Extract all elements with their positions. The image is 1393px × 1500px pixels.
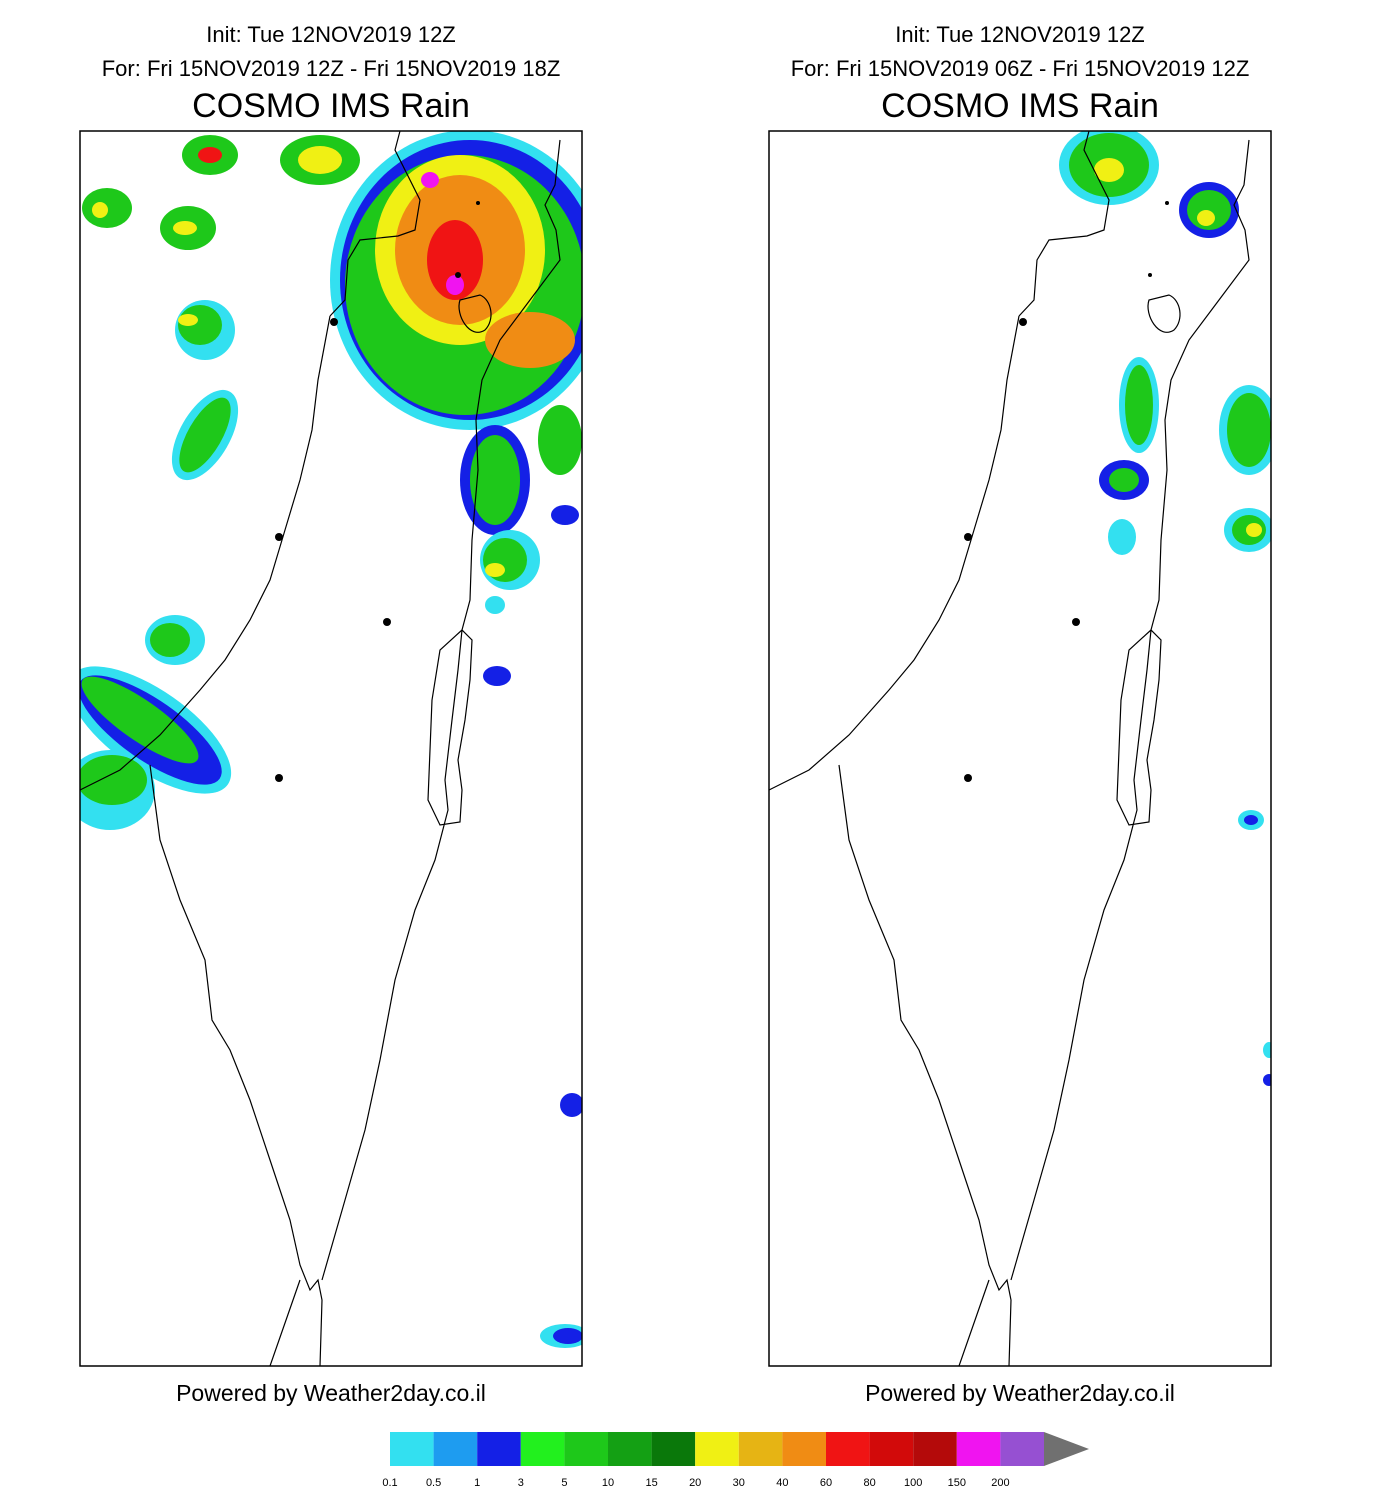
footer: Powered by Weather2day.co.il bbox=[865, 1380, 1175, 1406]
country-outline bbox=[769, 131, 1250, 1366]
cities bbox=[964, 201, 1169, 782]
cities bbox=[275, 201, 480, 782]
legend-swatch bbox=[390, 1432, 434, 1466]
map-frame bbox=[79, 130, 583, 1367]
map-frame bbox=[768, 130, 1272, 1367]
legend-swatch bbox=[826, 1432, 870, 1466]
map-title: COSMO IMS Rain bbox=[192, 87, 470, 125]
init-text: Init: Tue 12NOV2019 12Z bbox=[206, 22, 456, 47]
legend-swatch bbox=[738, 1432, 783, 1466]
legend-tick-label: 15 bbox=[645, 1477, 657, 1489]
rain-field bbox=[80, 131, 582, 1348]
legend-tick-label: 150 bbox=[948, 1477, 966, 1489]
legend-swatch bbox=[913, 1432, 957, 1466]
legend-tick-label: 3 bbox=[518, 1477, 524, 1489]
footer: Powered by Weather2day.co.il bbox=[176, 1380, 486, 1406]
legend-swatch bbox=[956, 1432, 1001, 1466]
legend-tick-label: 20 bbox=[689, 1477, 701, 1489]
color-legend: 0.1 0.5 1 3 5 10 15 20 30 40 60 80 100 150 200 bbox=[382, 1432, 1089, 1489]
valid-text: For: Fri 15NOV2019 12Z - Fri 15NOV2019 1… bbox=[102, 56, 561, 81]
legend-swatch bbox=[869, 1432, 914, 1466]
legend-tick-label: 80 bbox=[863, 1477, 875, 1489]
legend-tick-label: 60 bbox=[820, 1477, 832, 1489]
legend-swatch bbox=[695, 1432, 739, 1466]
legend-tick-label: 30 bbox=[733, 1477, 745, 1489]
legend-tick-label: 40 bbox=[776, 1477, 788, 1489]
legend-tick-label: 0.5 bbox=[426, 1477, 441, 1489]
init-text: Init: Tue 12NOV2019 12Z bbox=[895, 22, 1145, 47]
panel-2: Init: Tue 12NOV2019 12Z For: Fri 15NOV20… bbox=[768, 22, 1272, 1406]
legend-tick-label: 100 bbox=[904, 1477, 922, 1489]
legend-arrow bbox=[1044, 1432, 1089, 1466]
map-title: COSMO IMS Rain bbox=[881, 87, 1159, 125]
legend-swatch bbox=[608, 1432, 652, 1466]
rain-field bbox=[1059, 131, 1271, 1086]
valid-text: For: Fri 15NOV2019 06Z - Fri 15NOV2019 1… bbox=[791, 56, 1250, 81]
legend-tick-label: 10 bbox=[602, 1477, 614, 1489]
legend-swatch bbox=[477, 1432, 521, 1466]
panel-1: Init: Tue 12NOV2019 12Z For: Fri 15NOV20… bbox=[79, 22, 583, 1406]
legend-swatch bbox=[564, 1432, 608, 1466]
legend-swatch bbox=[782, 1432, 826, 1466]
legend-tick-label: 200 bbox=[991, 1477, 1009, 1489]
legend-swatch bbox=[1000, 1432, 1044, 1466]
legend-swatch bbox=[651, 1432, 696, 1466]
legend-swatch bbox=[520, 1432, 565, 1466]
legend-tick-label: 0.1 bbox=[382, 1477, 397, 1489]
legend-swatch bbox=[433, 1432, 478, 1466]
legend-tick-label: 5 bbox=[561, 1477, 567, 1489]
legend-tick-label: 1 bbox=[474, 1477, 480, 1489]
